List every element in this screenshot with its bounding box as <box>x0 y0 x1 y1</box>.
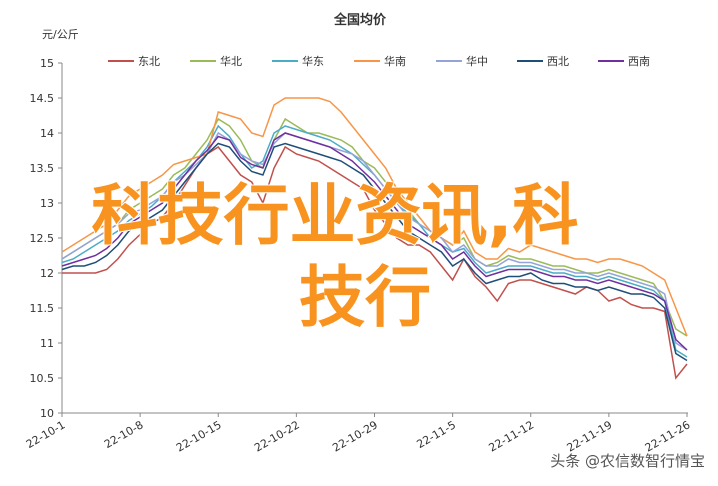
series-line <box>62 145 688 380</box>
legend-item: 华中 <box>436 54 488 68</box>
x-tick-label: 22-11-19 <box>565 418 615 454</box>
legend-item: 西北 <box>517 55 569 68</box>
y-axis-label: 元/公斤 <box>42 28 79 41</box>
y-tick-label: 11.5 <box>30 302 55 315</box>
y-tick-label: 12 <box>40 267 54 280</box>
legend-label: 华东 <box>302 54 324 68</box>
y-tick-label: 12.5 <box>30 232 55 245</box>
legend-item: 华南 <box>354 54 406 68</box>
x-tick-label: 22-10-15 <box>174 418 224 454</box>
legend-label: 东北 <box>138 55 160 68</box>
series-line <box>61 142 688 362</box>
legend-item: 东北 <box>108 55 160 68</box>
y-tick-label: 15 <box>40 57 54 70</box>
y-tick-label: 14 <box>40 127 54 140</box>
overlay-text: 技行 <box>299 259 431 336</box>
legend-item: 华北 <box>190 54 242 68</box>
x-tick-label: 22-10-8 <box>102 418 146 451</box>
overlay-text: 科技行业资讯,科 <box>91 177 578 254</box>
y-tick-label: 13.5 <box>30 162 55 175</box>
y-tick-label: 14.5 <box>30 92 55 105</box>
legend-label: 西北 <box>547 55 569 68</box>
x-tick-label: 22-10-22 <box>252 418 302 454</box>
y-tick-label: 10.5 <box>30 372 55 385</box>
series-line <box>61 97 688 337</box>
series-line <box>61 117 688 337</box>
x-tick-label: 22-11-5 <box>414 418 458 451</box>
chart-title: 全国均价 <box>333 12 387 28</box>
watermark: 头条 @农信数智行情宝 <box>550 452 705 470</box>
y-tick-label: 13 <box>40 197 54 210</box>
legend-item: 西南 <box>598 55 650 68</box>
x-tick-label: 22-10-29 <box>330 418 380 454</box>
legend-label: 华南 <box>384 54 406 68</box>
x-tick-label: 22-11-26 <box>643 418 693 454</box>
y-tick-label: 11 <box>40 337 54 350</box>
legend-item: 华东 <box>272 54 324 68</box>
legend-label: 西南 <box>628 55 650 68</box>
x-tick-label: 22-11-12 <box>487 418 537 454</box>
y-tick-label: 10 <box>40 407 54 420</box>
series-line <box>61 131 688 351</box>
x-tick-label: 22-10-1 <box>24 418 68 451</box>
series-line <box>61 132 688 351</box>
legend-label: 华中 <box>466 54 488 68</box>
legend-label: 华北 <box>220 54 242 68</box>
